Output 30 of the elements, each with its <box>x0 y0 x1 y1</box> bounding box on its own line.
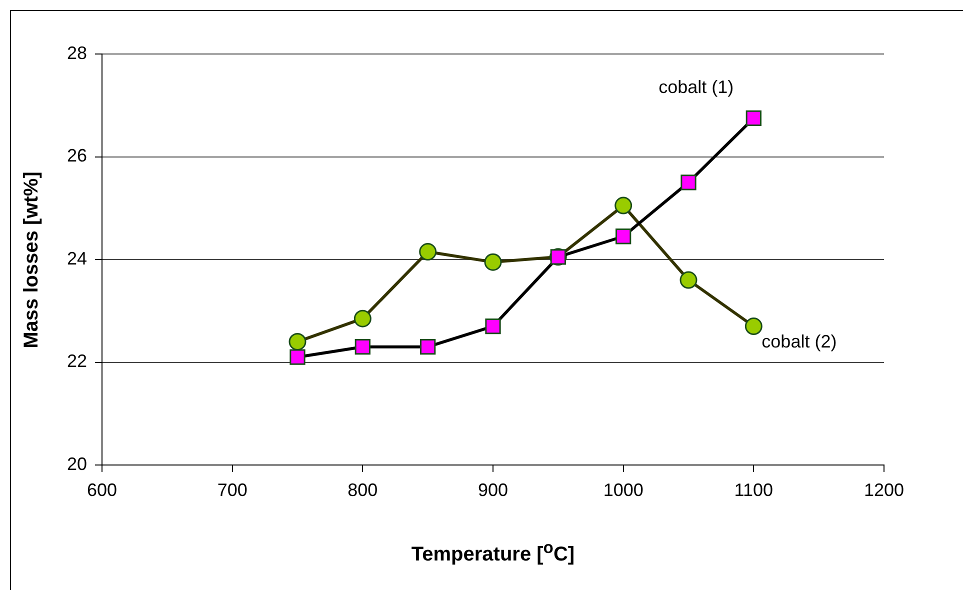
point <box>616 228 632 244</box>
y-tick-label: 20 <box>66 454 87 474</box>
x-tick-label: 800 <box>348 480 378 500</box>
point <box>288 332 306 350</box>
point <box>680 174 696 190</box>
series-label: cobalt (2) <box>762 331 837 352</box>
point <box>419 243 437 261</box>
x-tick-label: 1200 <box>864 480 904 500</box>
series-label: cobalt (1) <box>658 77 734 98</box>
y-tick-label: 28 <box>66 42 87 63</box>
y-tick-label: 26 <box>66 146 87 166</box>
point <box>485 318 501 334</box>
point <box>354 339 370 355</box>
point <box>354 310 372 328</box>
point <box>744 318 762 336</box>
point <box>484 253 502 271</box>
y-tick-label: 22 <box>66 351 87 372</box>
point <box>746 110 762 126</box>
x-tick-label: 600 <box>86 480 118 500</box>
point <box>420 339 436 355</box>
y-axis-title: Mass losses [wt%] <box>20 172 44 348</box>
point <box>680 271 698 289</box>
x-tick-label: 1100 <box>734 480 774 500</box>
point <box>290 349 306 365</box>
x-tick-label: 1000 <box>603 480 644 500</box>
x-tick-label: 900 <box>478 480 508 500</box>
point <box>614 196 632 214</box>
x-axis-title: Temperature [$^{o}$C] <box>411 538 575 567</box>
x-tick-label: 700 <box>217 480 248 500</box>
y-tick-label: 24 <box>66 248 87 268</box>
